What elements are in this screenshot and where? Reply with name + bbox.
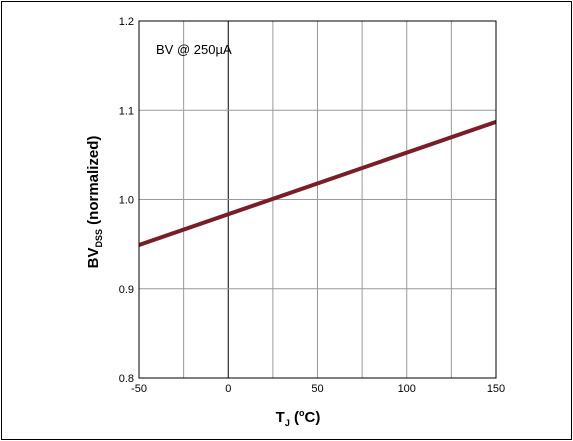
y-axis-label-subscript: DSS bbox=[94, 229, 104, 248]
x-axis-label-subscript: J bbox=[285, 418, 290, 428]
y-tick-label: 1.0 bbox=[119, 195, 134, 207]
x-axis-label-superscript: o bbox=[299, 408, 305, 418]
annotation: BV @ 250µA bbox=[156, 42, 232, 57]
y-tick-label: 0.8 bbox=[119, 373, 134, 385]
x-tick-label: 0 bbox=[225, 383, 231, 395]
x-axis-label-close: C) bbox=[305, 409, 321, 426]
y-tick-label: 1.1 bbox=[119, 105, 134, 117]
grid-lines bbox=[139, 21, 496, 378]
series-line bbox=[138, 119, 497, 247]
x-axis-label: TJ (oC) bbox=[276, 408, 321, 428]
y-axis-label: BVDSS (normalized) bbox=[85, 136, 104, 269]
x-axis-label-open: ( bbox=[290, 409, 299, 426]
y-axis-label-rest: (normalized) bbox=[85, 136, 102, 229]
y-tick-label: 1.2 bbox=[119, 16, 134, 28]
series-layer bbox=[138, 119, 497, 247]
x-tick-label: -50 bbox=[131, 383, 147, 395]
tick-labels: -50 0 50 100 150 0.8 0.9 1.0 1.1 1.2 bbox=[119, 16, 505, 395]
y-tick-label: 0.9 bbox=[119, 284, 134, 296]
x-axis-label-main: T bbox=[276, 409, 285, 426]
plot-area bbox=[138, 20, 497, 379]
x-tick-label: 150 bbox=[487, 383, 505, 395]
x-tick-label: 50 bbox=[311, 383, 323, 395]
x-tick-label: 100 bbox=[398, 383, 416, 395]
y-axis-label-main: BV bbox=[85, 248, 102, 269]
